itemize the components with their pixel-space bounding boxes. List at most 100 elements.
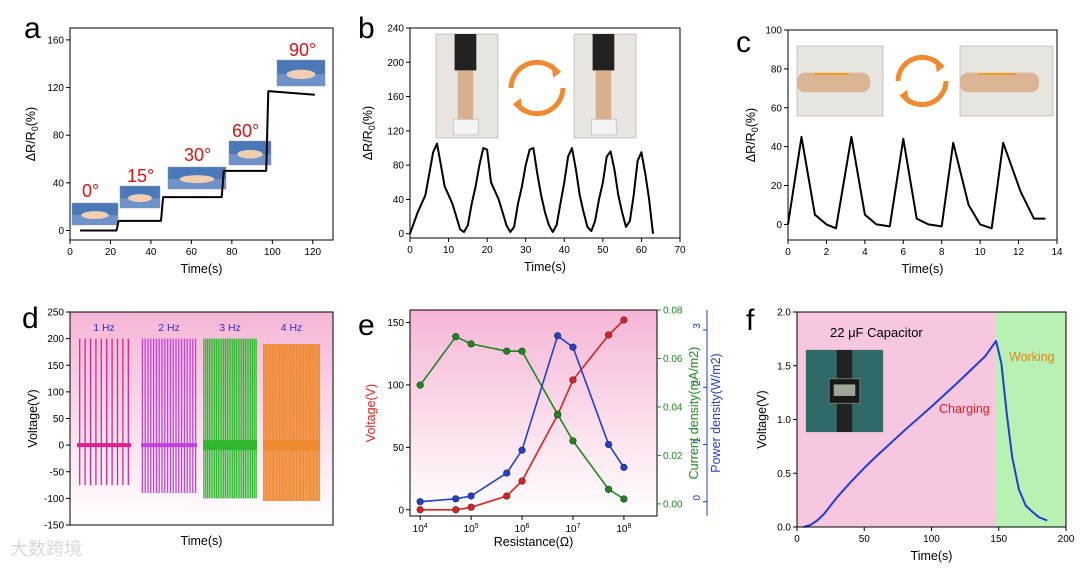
panel-c-x-tick-label: 4 <box>862 247 868 258</box>
panel-b-y-tick-label: 200 <box>387 58 404 69</box>
panel-c-y-tick-label: 80 <box>771 64 783 75</box>
cycle-arrow-head <box>512 98 523 114</box>
panel-b-xlabel: Time(s) <box>524 260 566 274</box>
region-label-charging: Charging <box>939 402 990 416</box>
panel-b-x-tick-label: 30 <box>520 245 532 256</box>
panel-d-xlabel: Time(s) <box>181 534 223 548</box>
panel-b-x-tick-label: 10 <box>443 245 455 256</box>
panel-b-x-tick-label: 40 <box>559 245 571 256</box>
panel-e-yleft-tick-label: 0 <box>398 505 404 516</box>
panel-a-y-tick-label: 40 <box>53 178 65 189</box>
panel-e-yright1-tick-label: 0.02 <box>663 451 683 462</box>
panel-a-x-tick-label: 0 <box>67 247 73 258</box>
panel-b-x-tick-label: 20 <box>482 245 494 256</box>
panel-a-y-tick-label: 160 <box>47 35 64 46</box>
panel-d-y-tick-label: 50 <box>53 414 65 425</box>
panel-f-series-line <box>803 340 1048 528</box>
panel-c-ylabel: ΔR/R0(%) <box>744 108 760 162</box>
panel-f-x-tick-label: 100 <box>923 534 940 545</box>
panel-f-x-tick-label: 200 <box>1058 534 1075 545</box>
hand-photo-icon <box>228 140 272 166</box>
panel-a-x-tick-label: 120 <box>304 247 321 258</box>
panel-a-ylabel: ΔR/R0(%) <box>24 107 40 161</box>
leg-shape <box>595 70 612 123</box>
panel-b-y-tick-label: 240 <box>387 24 404 35</box>
panel-c-y-tick-label: 0 <box>776 220 782 231</box>
panel-d-y-tick-label: 250 <box>47 308 64 319</box>
panel-e-data-point <box>569 437 577 445</box>
panel-f-x-tick-label: 150 <box>990 534 1007 545</box>
panel-f-y-tick-label: 1.5 <box>777 361 791 372</box>
panel-d-y-tick-label: 200 <box>47 334 64 345</box>
panel-e-data-point <box>467 492 475 500</box>
panel-b-ylabel: ΔR/R0(%) <box>361 106 377 160</box>
panel-c-xlabel: Time(s) <box>902 262 944 276</box>
panel-e-yright1-tick-label: 0.00 <box>663 499 683 510</box>
panel-c-y-tick-label: 40 <box>771 142 783 153</box>
photo-floor <box>277 74 325 86</box>
panel-e-data-point <box>620 495 628 503</box>
panel-c-x-tick-label: 6 <box>901 247 907 258</box>
angle-annotation: 15° <box>127 166 154 186</box>
hand-photo-icon <box>71 202 119 226</box>
panel-e-data-point <box>604 440 613 449</box>
hand-photo-icon <box>167 166 227 190</box>
panel-c-x-tick-label: 0 <box>785 247 791 258</box>
frequency-label: 2 Hz <box>158 322 180 334</box>
wrist-photo-icon <box>796 45 884 117</box>
region-label-working: Working <box>1009 350 1055 364</box>
panel-e-data-point <box>467 503 475 511</box>
panel-b-x-tick-label: 60 <box>636 245 648 256</box>
panel-d-y-tick-label: 0 <box>58 441 64 452</box>
frequency-label: 3 Hz <box>219 322 241 334</box>
hand-shape <box>237 149 263 159</box>
frequency-label: 4 Hz <box>281 322 303 334</box>
cycle-arrow-head <box>899 89 910 105</box>
panel-c-y-tick-label: 60 <box>771 103 783 114</box>
knee-photo-icon <box>435 33 499 139</box>
panel-b-y-tick-label: 40 <box>393 195 405 206</box>
panel-a-x-tick-label: 20 <box>105 247 117 258</box>
panel-e-data-point <box>518 446 526 454</box>
leg-shape <box>457 70 474 123</box>
photo-floor <box>229 154 271 165</box>
panel-d-y-tick-label: -150 <box>44 521 64 532</box>
panel-letter-b: b <box>358 12 375 45</box>
panel-d-y-tick-label: -100 <box>44 494 64 505</box>
shorts-shape <box>454 34 477 71</box>
panel-c-x-tick-label: 8 <box>939 247 945 258</box>
panel-c-y-tick-label: 20 <box>771 181 783 192</box>
angle-annotation: 0° <box>82 181 99 201</box>
arm-shape <box>960 72 1040 93</box>
panel-c-x-tick-label: 14 <box>1051 247 1063 258</box>
hand-shape <box>128 194 152 203</box>
panel-a-x-tick-label: 60 <box>186 247 198 258</box>
panel-e-data-point <box>604 485 613 493</box>
panel-e-data-point <box>569 343 577 351</box>
panel-b-y-tick-label: 0 <box>398 229 404 240</box>
panel-e-yleft-tick-label: 150 <box>387 318 404 329</box>
cycle-arc-bottom <box>517 87 566 117</box>
panel-a-y-tick-label: 0 <box>58 226 64 237</box>
watch-display <box>833 384 856 396</box>
panel-letter-f: f <box>746 304 755 337</box>
panel-e-data-point <box>518 477 526 485</box>
panel-f-xlabel: Time(s) <box>911 549 953 563</box>
panel-e-data-point <box>452 495 460 503</box>
panel-e-yright1-tick-label: 0.04 <box>663 402 683 413</box>
panel-c-y-tick-label: 100 <box>765 26 782 37</box>
panel-f-y-tick-label: 2.0 <box>777 308 791 319</box>
photo-floor <box>120 198 160 208</box>
panel-e-data-point <box>620 316 628 324</box>
panel-e-xlabel: Resistance(Ω) <box>494 535 574 549</box>
panel-b-x-tick-label: 70 <box>674 245 686 256</box>
panel-e-data-point <box>452 333 460 341</box>
frequency-label: 1 Hz <box>93 322 115 334</box>
panel-b-frame <box>409 27 681 239</box>
panel-letter-a: a <box>24 12 41 45</box>
panel-c-x-tick-label: 2 <box>824 247 830 258</box>
panel-e-data-point <box>620 463 628 471</box>
panel-e-data-point <box>416 506 424 514</box>
panel-f-y-tick-label: 0.0 <box>777 523 791 534</box>
